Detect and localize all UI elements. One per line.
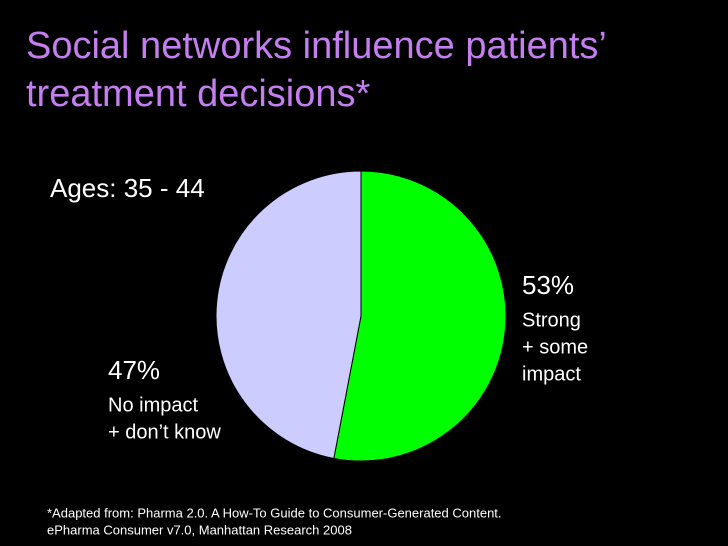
footnote: ePharma Consumer v7.0, Manhattan Researc… [47,522,352,537]
value-label: 53% [522,270,574,300]
slice-label: Strong [522,309,581,331]
pie-slice [215,170,362,460]
slice-label: + don’t know [108,421,221,443]
chart-title: Social networks influence patients’ trea… [26,25,606,115]
value-label: 47% [108,355,160,385]
pie-slice [333,170,507,462]
slice-label: No impact [108,394,198,416]
footnote: *Adapted from: Pharma 2.0. A How-To Guid… [47,505,502,520]
chart-subtitle: Ages: 35 - 44 [50,173,205,203]
slice-label: impact [522,363,581,385]
slice-label: + some [522,336,588,358]
